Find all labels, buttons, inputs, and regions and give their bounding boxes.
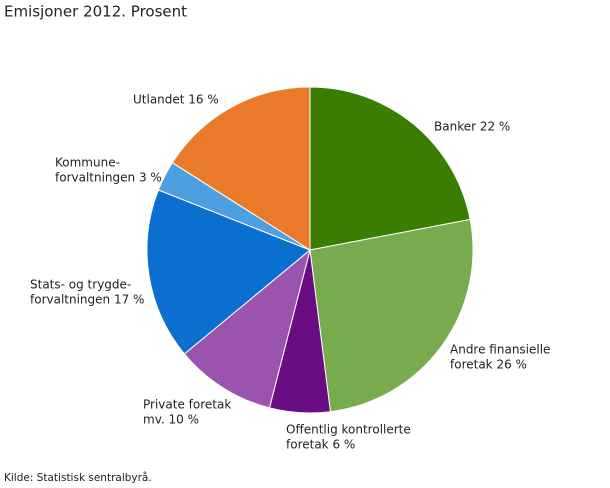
slice-label: foretak 26 % bbox=[450, 358, 527, 372]
slice-label: Andre finansielle bbox=[450, 343, 550, 357]
slice-label: Stats- og trygde- bbox=[30, 278, 131, 292]
slice-label: foretak 6 % bbox=[286, 438, 355, 452]
slice-label: Private foretak bbox=[143, 398, 231, 412]
source: Kilde: Statistisk sentralbyrå. bbox=[4, 471, 152, 484]
pie-slice bbox=[146, 189, 311, 355]
pie-slice bbox=[309, 218, 474, 413]
pie-slice bbox=[171, 86, 311, 251]
slice-label: Kommune- bbox=[55, 156, 120, 170]
slice-label: Utlandet 16 % bbox=[133, 93, 219, 107]
pie-slice bbox=[183, 248, 311, 409]
slice-label: Offentlig kontrollerte bbox=[286, 423, 411, 437]
pie-slice bbox=[309, 86, 471, 251]
slice-label: mv. 10 % bbox=[143, 413, 199, 427]
slice-label: forvaltningen 3 % bbox=[55, 171, 162, 185]
chart-title: Emisjoner 2012. Prosent bbox=[4, 3, 187, 21]
slice-label: Banker 22 % bbox=[434, 120, 510, 134]
slice-label: forvaltningen 17 % bbox=[30, 293, 144, 307]
